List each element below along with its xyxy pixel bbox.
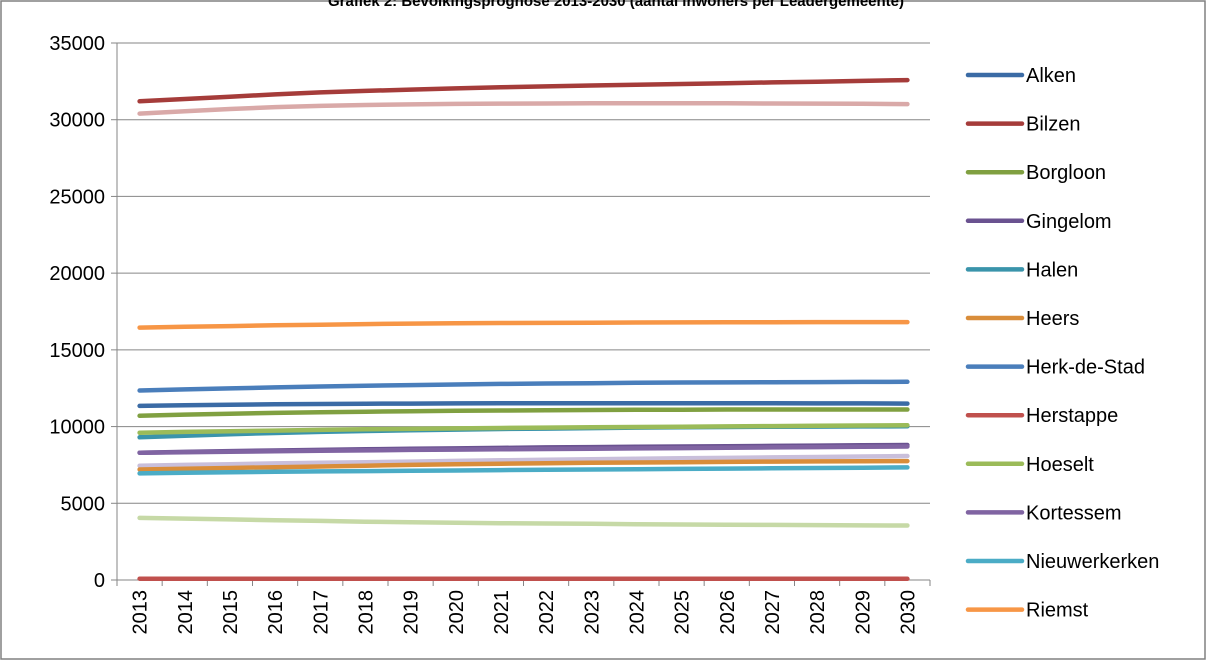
series-line-herk-de-stad — [137, 379, 910, 393]
x-tick-label: 2013 — [130, 590, 152, 635]
series-lines — [137, 77, 910, 582]
series-line-hoeselt — [137, 422, 910, 435]
x-tick-label: 2024 — [626, 590, 648, 635]
y-tick-label: 10000 — [49, 417, 105, 439]
y-tick-label: 20000 — [49, 263, 105, 285]
x-tick-label: 2015 — [220, 590, 242, 635]
legend-label: Herstappe — [1026, 405, 1118, 427]
y-tick-label: 0 — [94, 570, 105, 592]
legend-label: Herk-de-Stad — [1026, 357, 1145, 379]
y-tick-label: 35000 — [49, 33, 105, 55]
series-line-borgloon — [137, 407, 910, 419]
series-line-nieuwerkerken — [137, 465, 910, 476]
series-line-heers — [137, 458, 910, 472]
y-tick-label: 30000 — [49, 110, 105, 132]
legend-label: Alken — [1026, 65, 1076, 87]
legend-label: Heers — [1026, 308, 1079, 330]
legend-label: Riemst — [1026, 600, 1089, 622]
series-line-unlabeled-12 — [137, 101, 910, 116]
x-tick-label: 2016 — [265, 590, 287, 635]
x-tick-label: 2018 — [355, 590, 377, 635]
x-tick-label: 2023 — [581, 590, 603, 635]
x-tick-label: 2019 — [401, 590, 423, 635]
legend-label: Borgloon — [1026, 162, 1106, 184]
legend: Alken Bilzen Borgloon Gingelom Halen Heers Her… — [965, 65, 1159, 622]
legend-label: Hoeselt — [1026, 454, 1094, 476]
legend-label: Nieuwerkerken — [1026, 551, 1159, 573]
x-tick-label: 2030 — [897, 590, 919, 635]
x-tick-label: 2027 — [762, 590, 784, 635]
series-line-riemst — [137, 319, 910, 330]
series-line-unlabeled-13 — [137, 515, 910, 528]
series-line-alken — [137, 401, 910, 409]
series-line-unlabeled-14 — [137, 453, 910, 468]
y-tick-label: 15000 — [49, 340, 105, 362]
x-tick-label: 2020 — [446, 590, 468, 635]
x-tick-label: 2026 — [717, 590, 739, 635]
x-tick-label: 2014 — [175, 590, 197, 635]
y-tick-label: 5000 — [61, 493, 106, 515]
y-tick-label: 25000 — [49, 186, 105, 208]
chart-title: Grafiek 2: Bevolkingsprognose 2013-2030 … — [328, 0, 904, 10]
legend-label: Kortessem — [1026, 502, 1122, 524]
x-tick-label: 2025 — [672, 590, 694, 635]
legend-label: Halen — [1026, 259, 1078, 281]
x-tick-label: 2021 — [491, 590, 513, 635]
legend-label: Bilzen — [1026, 114, 1080, 136]
x-tick-label: 2022 — [536, 590, 558, 635]
x-tick-label: 2017 — [310, 590, 332, 635]
axes: 0 5000 10000 15000 20000 25000 30000 35000 2013 2… — [49, 33, 931, 635]
series-line-kortessem — [137, 444, 910, 455]
x-tick-label: 2029 — [852, 590, 874, 635]
x-tick-label: 2028 — [807, 590, 829, 635]
series-line-bilzen — [137, 77, 910, 104]
legend-label: Gingelom — [1026, 211, 1112, 233]
